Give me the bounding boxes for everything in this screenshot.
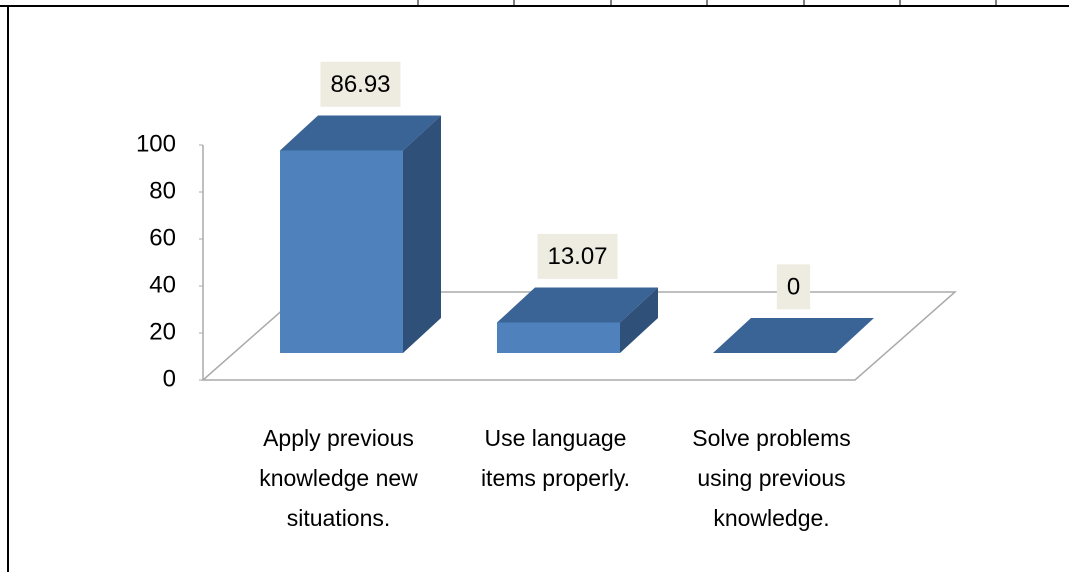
data-label: 86.93 — [330, 71, 390, 98]
bar — [280, 115, 441, 354]
x-tick-label: Apply previous knowledge new situations. — [259, 425, 418, 531]
bar-top — [280, 115, 441, 151]
floor — [201, 291, 957, 381]
table-cell-dividers — [417, 0, 997, 6]
bar-side — [620, 287, 658, 353]
bar-front — [280, 150, 403, 353]
bar — [497, 287, 658, 353]
y-tick-label: 80 — [149, 177, 176, 204]
data-label: 0 — [787, 273, 800, 300]
y-tick-label: 100 — [136, 130, 176, 157]
bar-side — [403, 115, 441, 354]
data-label-box — [776, 264, 811, 310]
data-label-box — [320, 61, 401, 107]
bar-front — [497, 322, 620, 353]
y-tick-label: 40 — [149, 271, 176, 298]
y-tick-label: 0 — [163, 365, 176, 392]
y-tick-label: 60 — [149, 224, 176, 251]
y-tick-label: 20 — [149, 318, 176, 345]
x-tick-label: Solve problems using previous knowledge. — [692, 425, 851, 531]
x-tick-label: Use language items properly. — [480, 425, 631, 491]
data-label-box — [537, 233, 618, 279]
bar — [713, 318, 874, 353]
bar-top — [713, 318, 874, 353]
bar-top — [497, 287, 658, 323]
data-label: 13.07 — [547, 243, 607, 270]
